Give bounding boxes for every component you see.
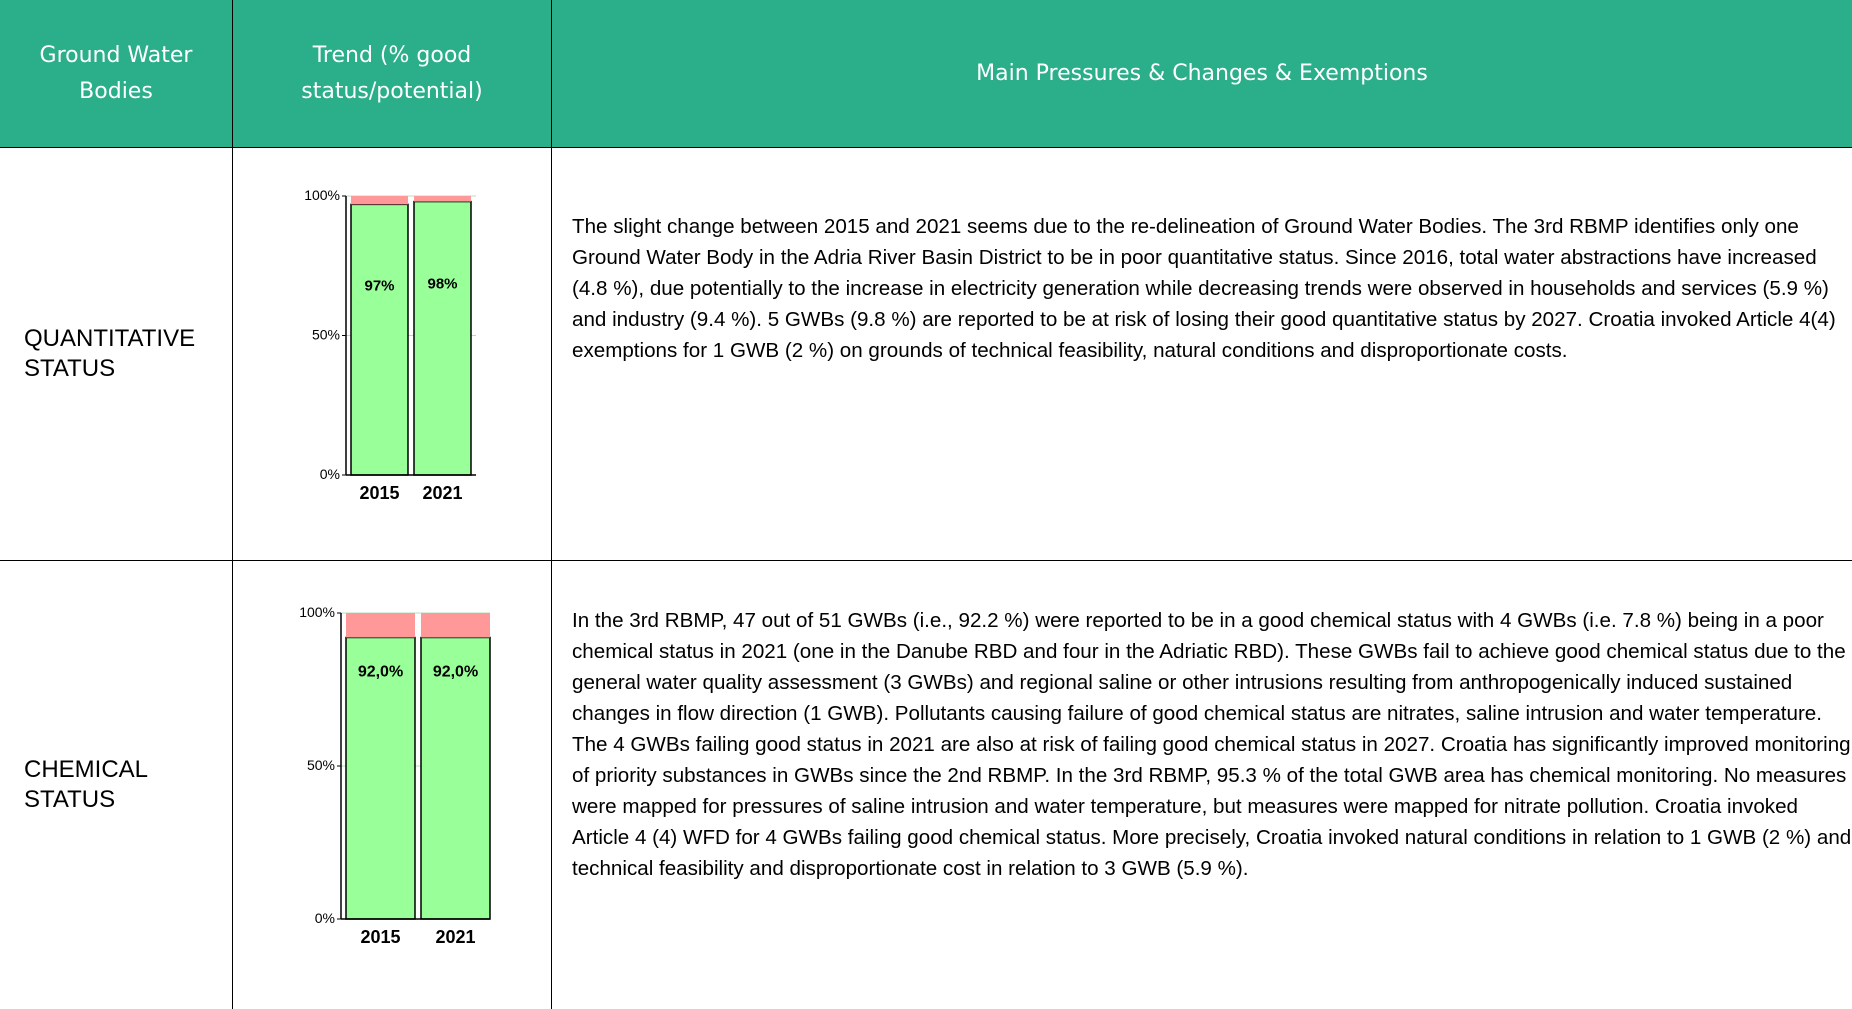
bar-segment	[414, 196, 471, 202]
data-label: 92,0%	[433, 663, 478, 680]
text-cell: The slight change between 2015 and 2021 …	[552, 148, 1852, 561]
header-text: Ground Water Bodies	[39, 42, 193, 104]
chart: 0% 50% 100% 97% 2015 98% 2021	[304, 187, 476, 503]
data-label: 92,0%	[358, 663, 403, 680]
bar-segment	[345, 636, 416, 920]
header-text: Trend (% good status/potential)	[301, 42, 483, 104]
chart-cell: 0% 50% 100% 97% 2015 98% 2021	[233, 148, 552, 561]
chart-cell: 0% 50% 100% 92,0% 2015 92,0% 2021	[233, 561, 552, 1009]
text-cell: In the 3rd RBMP, 47 out of 51 GWBs (i.e.…	[552, 561, 1852, 1009]
x-tick-label: 2021	[422, 483, 462, 503]
bar-segment	[350, 203, 409, 476]
y-tick-label: 0%	[320, 466, 340, 482]
data-label: 98%	[427, 276, 457, 293]
x-tick-label: 2015	[359, 483, 399, 503]
row-label: QUANTITATIVE STATUS	[24, 325, 196, 382]
y-tick-label: 0%	[315, 910, 335, 926]
y-tick-label: 100%	[304, 187, 340, 203]
bar-segment	[420, 636, 491, 920]
bar-segment	[413, 200, 472, 476]
bar-segment	[346, 613, 415, 638]
row-label-cell: CHEMICAL STATUS	[0, 561, 233, 1009]
x-tick-label: 2015	[360, 927, 400, 947]
row-label: CHEMICAL STATUS	[24, 756, 148, 813]
header-cell: Trend (% good status/potential)	[233, 0, 552, 148]
y-tick-label: 50%	[312, 327, 340, 343]
bar-segment	[351, 196, 408, 205]
bar-segment	[421, 613, 490, 638]
chart: 0% 50% 100% 92,0% 2015 92,0% 2021	[299, 604, 491, 947]
y-tick-label: 100%	[299, 604, 335, 620]
header-cell: Main Pressures & Changes & Exemptions	[552, 0, 1852, 148]
row-label-cell: QUANTITATIVE STATUS	[0, 148, 233, 561]
paragraph: In the 3rd RBMP, 47 out of 51 GWBs (i.e.…	[572, 609, 1852, 880]
x-tick-label: 2021	[435, 927, 475, 947]
y-tick-label: 50%	[307, 757, 335, 773]
header-text: Main Pressures & Changes & Exemptions	[976, 60, 1428, 86]
header-cell: Ground Water Bodies	[0, 0, 233, 148]
data-label: 97%	[364, 278, 394, 295]
paragraph: The slight change between 2015 and 2021 …	[572, 215, 1836, 362]
